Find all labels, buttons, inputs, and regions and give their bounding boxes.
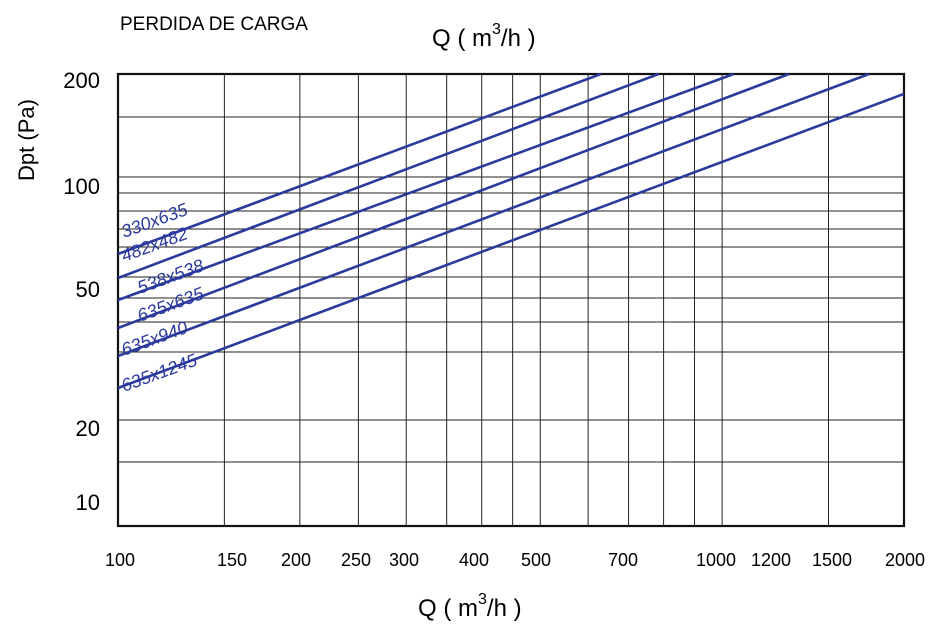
x-tick-label: 250 [341,550,371,570]
x-tick-label: 1000 [696,550,736,570]
chart-title: PERDIDA DE CARGA [120,14,308,35]
series-line [117,72,790,330]
x-tick-label: 2000 [885,550,925,570]
x-tick-label: 150 [217,550,247,570]
x-tick-label: 1500 [812,550,852,570]
x-axis-label: Q ( m3/h ) [418,591,522,622]
grid: 10 20 50 100 200 100 150 200 250 300 400 500 700 1000… [63,68,925,570]
y-tick-label: 100 [63,174,100,199]
x-tick-label: 1200 [751,550,791,570]
x-tick-label: 400 [459,550,489,570]
x-tick-label: 200 [281,550,311,570]
y-tick-label: 20 [76,416,100,441]
top-axis-superscript: 3 [492,21,501,38]
series-line [117,92,905,390]
x-axis-superscript: 3 [478,591,487,608]
y-tick-label: 50 [76,277,100,302]
series-line [117,72,602,256]
y-axis-label: Dpt (Pa) [14,99,39,181]
series-line [117,72,660,280]
top-axis-label: Q ( m3/h ) [432,21,536,52]
x-tick-label: 300 [389,550,419,570]
plot-frame [116,72,906,528]
x-tick-label: 500 [521,550,551,570]
series-line [117,72,735,302]
y-tick-label: 10 [76,490,100,515]
y-tick-label: 200 [63,68,100,93]
series-line [117,72,870,358]
x-tick-label: 700 [608,550,638,570]
series-layer [117,72,905,390]
x-tick-label: 100 [105,550,135,570]
